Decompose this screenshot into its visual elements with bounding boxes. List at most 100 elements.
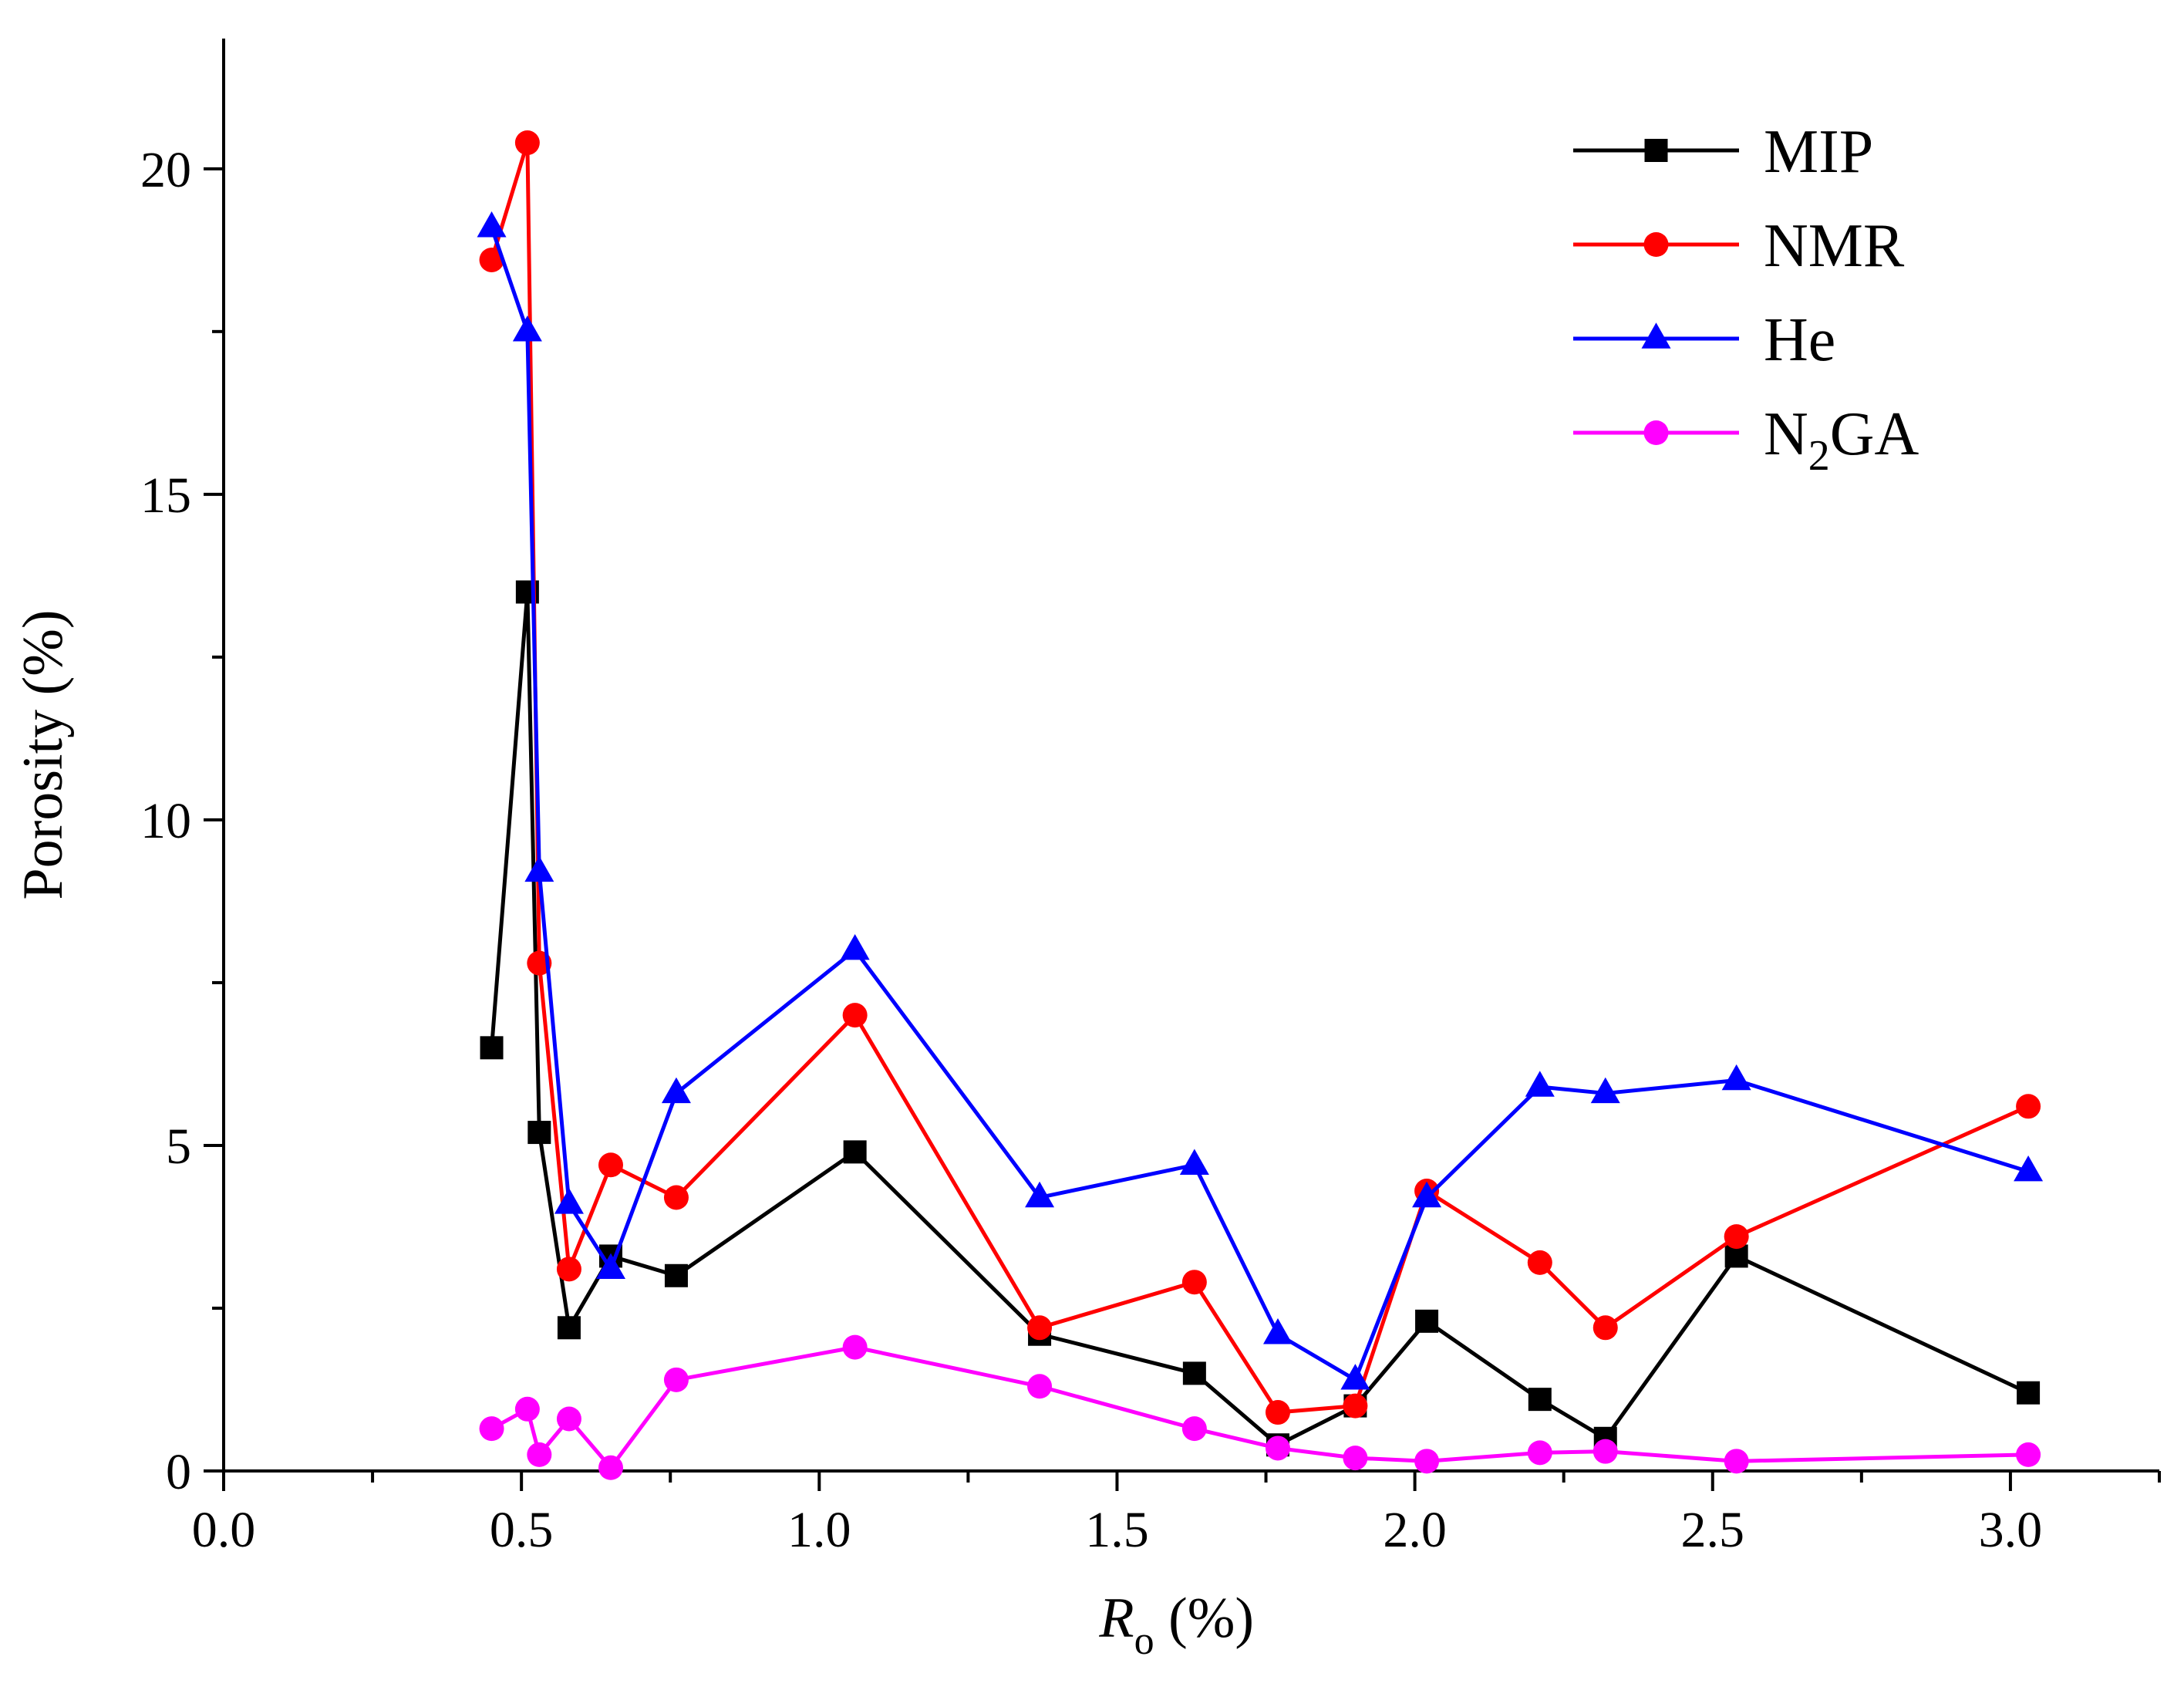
y-tick-label: 20 (140, 142, 191, 198)
legend-label-he: He (1764, 306, 1835, 374)
series-n2ga-point (1724, 1449, 1749, 1474)
series-n2ga-point (479, 1416, 504, 1442)
series-nmr-point (1027, 1315, 1053, 1341)
legend-label-nmr: NMR (1764, 212, 1905, 280)
x-tick-label: 1.5 (1085, 1502, 1149, 1558)
legend-label-main: MIP (1764, 118, 1873, 186)
series-nmr-point (2016, 1094, 2041, 1119)
legend-swatch-marker-mip (1644, 139, 1668, 162)
series-n2ga-point (842, 1334, 868, 1360)
y-tick-label: 15 (140, 467, 191, 524)
series-n2ga-point (1343, 1446, 1368, 1471)
legend-label-rest: GA (1830, 400, 1919, 468)
series-nmr-point (1527, 1250, 1552, 1275)
x-axis-title: Ro (%) (1098, 1587, 1254, 1663)
series-he-point (477, 211, 507, 238)
series-he-point (1262, 1318, 1293, 1344)
series-nmr-point (1265, 1400, 1290, 1425)
series-he-point (512, 315, 542, 342)
series-he-point (596, 1253, 625, 1280)
legend-item-he: He (1573, 306, 1835, 374)
legend-label-main: N (1764, 400, 1808, 468)
series-nmr-point (663, 1185, 689, 1210)
x-tick-label: 0.5 (490, 1502, 554, 1558)
series-n2ga-point (1592, 1439, 1618, 1464)
x-tick-label: 2.0 (1383, 1502, 1447, 1558)
series-nmr-point (556, 1257, 581, 1282)
series-n2ga-point (2016, 1442, 2041, 1467)
series-mip-point (1182, 1361, 1206, 1385)
series-mip-line (490, 589, 2030, 1447)
legend-label-mip: MIP (1764, 118, 1873, 186)
series-nmr-point (1592, 1315, 1618, 1341)
legend-item-n2ga: N2GA (1573, 400, 1919, 480)
series-nmr-point (514, 130, 540, 156)
x-tick-label: 2.5 (1681, 1502, 1745, 1558)
series-n2ga (479, 1334, 2041, 1480)
series-nmr-point (1181, 1270, 1207, 1295)
series-n2ga-point (527, 1442, 552, 1467)
series-mip-point (843, 1140, 867, 1164)
y-tick-label: 5 (166, 1118, 191, 1175)
x-tick-label: 1.0 (787, 1502, 851, 1558)
axes-layer: 0.0 0.5 1.0 1.5 2.0 2.5 3.0 0 5 10 15 20 Porosity (%… (12, 39, 2161, 1663)
series-he-point (524, 855, 554, 882)
series-he-line (490, 226, 2029, 1382)
series-he-point (1721, 1064, 1751, 1091)
legend-label-sub: 2 (1808, 432, 1830, 480)
y-tick-label: 10 (140, 793, 191, 849)
legend-label-n2ga: N2GA (1764, 400, 1919, 480)
legend-swatch-marker-he (1641, 322, 1671, 349)
series-n2ga-point (1027, 1374, 1053, 1399)
legend-item-mip: MIP (1573, 118, 1873, 186)
series-mip (480, 580, 2041, 1457)
series-n2ga-point (1265, 1435, 1290, 1461)
series-mip-point (1415, 1309, 1439, 1333)
series-he-point (661, 1077, 691, 1104)
series-he-point (1179, 1149, 1209, 1175)
series-he-point (1590, 1077, 1620, 1104)
series-nmr-line (490, 140, 2030, 1415)
series-n2ga-point (663, 1367, 689, 1392)
legend-label-main: NMR (1764, 212, 1905, 280)
x-tick-label: 0.0 (192, 1502, 256, 1558)
series-mip-point (527, 1121, 551, 1145)
series-mip-point (480, 1036, 504, 1060)
legend-swatch-marker-n2ga (1643, 420, 1669, 445)
series-he-point (1525, 1071, 1555, 1097)
series-nmr-point (479, 247, 504, 272)
series-n2ga-point (514, 1396, 540, 1422)
series-nmr-point (1724, 1224, 1749, 1250)
legend-item-nmr: NMR (1573, 212, 1905, 280)
series-he-point (1025, 1181, 1055, 1208)
series-he-point (554, 1188, 584, 1214)
x-tick-label: 3.0 (1979, 1502, 2043, 1558)
series-he-point (2014, 1155, 2044, 1182)
series-he-point (1412, 1181, 1442, 1208)
legend-label-main: He (1764, 306, 1835, 374)
y-tick-label: 0 (166, 1444, 191, 1500)
series-nmr-point (598, 1152, 623, 1178)
series-n2ga-line (490, 1345, 2029, 1470)
x-axis-title-unit: (%) (1154, 1587, 1254, 1650)
series-nmr-point (1343, 1393, 1368, 1419)
series-mip-point (664, 1263, 688, 1287)
series-he-point (1340, 1364, 1370, 1390)
series-mip-point (2017, 1381, 2041, 1405)
series-n2ga-point (1527, 1440, 1552, 1466)
series-mip-point (557, 1316, 581, 1340)
legend: MIP NMR He N2GA (1573, 118, 1919, 480)
legend-swatch-marker-nmr (1643, 232, 1669, 257)
series-n2ga-point (598, 1455, 623, 1480)
y-axis-title: Porosity (%) (12, 609, 75, 899)
x-axis-title-main: R (1098, 1587, 1134, 1650)
series-mip-point (1528, 1388, 1552, 1412)
x-axis-title-sub: o (1134, 1619, 1154, 1663)
series-n2ga-point (1181, 1416, 1207, 1442)
series-n2ga-point (556, 1406, 581, 1432)
series-he-point (840, 933, 870, 960)
series-nmr-point (842, 1003, 868, 1028)
series-he (477, 211, 2044, 1390)
